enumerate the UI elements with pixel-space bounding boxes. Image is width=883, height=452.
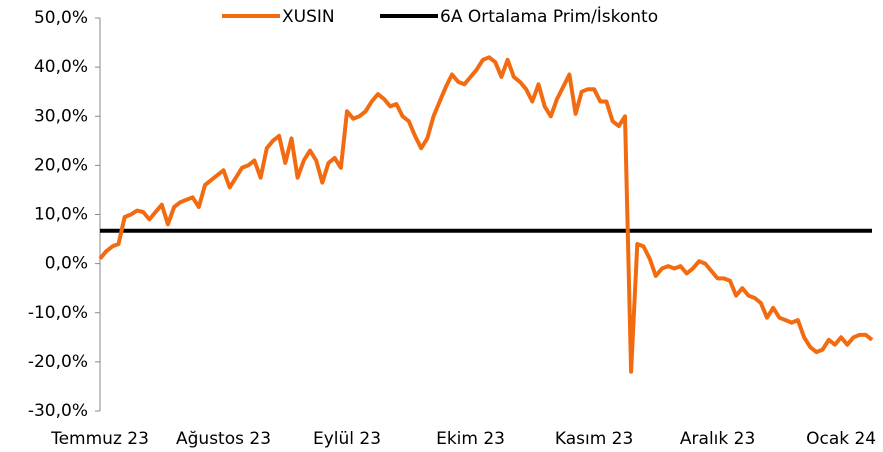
x-tick-label: Ocak 24	[806, 429, 876, 449]
x-tick-label: Aralık 23	[680, 429, 755, 449]
legend-label: 6A Ortalama Prim/İskonto	[440, 6, 658, 27]
y-tick-label: 50,0%	[34, 8, 88, 28]
x-tick-label: Kasım 23	[555, 429, 633, 449]
y-tick-label: -10,0%	[28, 303, 88, 323]
y-tick-label: 20,0%	[34, 155, 88, 175]
y-tick-label: 40,0%	[34, 57, 88, 77]
legend-label: XUSIN	[282, 7, 335, 27]
x-tick-label: Temmuz 23	[50, 429, 149, 449]
y-tick-label: 30,0%	[34, 106, 88, 126]
y-tick-label: -30,0%	[28, 401, 88, 421]
y-tick-label: 0,0%	[45, 254, 88, 274]
y-tick-label: -20,0%	[28, 352, 88, 372]
y-tick-label: 10,0%	[34, 205, 88, 225]
x-tick-label: Eylül 23	[313, 429, 381, 449]
x-tick-label: Ekim 23	[436, 429, 505, 449]
series-line	[98, 55, 874, 374]
x-tick-label: Ağustos 23	[176, 429, 271, 449]
